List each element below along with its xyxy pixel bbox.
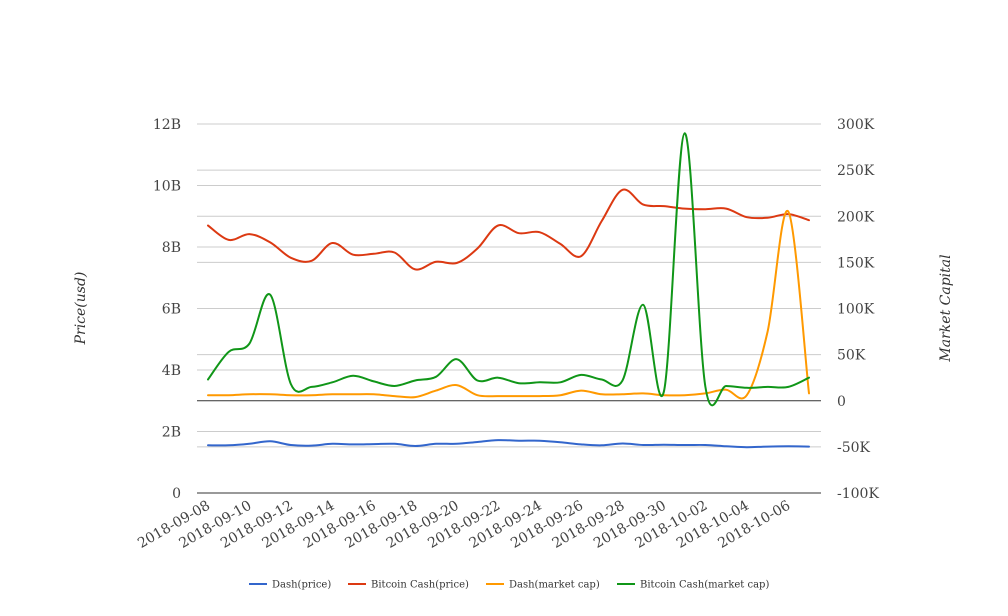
series-lines — [207, 132, 810, 449]
left-tick-label: 6B — [162, 302, 181, 318]
left-axis-title: Price(usd) — [73, 272, 89, 346]
legend-label: Dash(market cap) — [509, 580, 600, 591]
right-axis-ticks: -100K -50K 0 50K 100K 150K 200K 250K 300K — [837, 117, 879, 502]
right-tick-label: 300K — [837, 117, 875, 133]
gridlines — [197, 123, 821, 494]
left-tick-label: 10B — [153, 179, 181, 195]
left-axis-ticks: 0 2B 4B 6B 8B 10B 12B — [153, 117, 181, 502]
right-tick-label: 250K — [837, 163, 875, 179]
right-tick-label: 200K — [837, 209, 875, 225]
series-line-bitcoin-cash-market-cap — [207, 132, 810, 407]
left-tick-label: 2B — [162, 425, 181, 441]
right-tick-label: 0 — [837, 394, 846, 410]
legend-label: Bitcoin Cash(price) — [371, 580, 469, 591]
left-tick-label: 8B — [162, 240, 181, 256]
right-tick-label: -100K — [837, 486, 879, 502]
legend-label: Bitcoin Cash(market cap) — [640, 580, 769, 591]
right-axis-title: Market Capital — [938, 254, 954, 362]
series-line-dash-market-cap — [207, 210, 810, 400]
series-line-bitcoin-cash-price — [207, 188, 810, 271]
right-tick-label: -50K — [837, 440, 871, 456]
right-tick-label: 100K — [837, 302, 875, 318]
left-tick-label: 12B — [153, 117, 181, 133]
legend: Dash(price) Bitcoin Cash(price) Dash(marke… — [249, 580, 769, 591]
series-line-dash-price — [207, 439, 810, 449]
legend-label: Dash(price) — [272, 580, 331, 591]
left-tick-label: 4B — [162, 363, 181, 379]
right-tick-label: 150K — [837, 255, 875, 271]
x-axis-ticks: 2018-09-082018-09-102018-09-122018-09-14… — [135, 498, 793, 552]
left-tick-label: 0 — [172, 486, 181, 502]
right-tick-label: 50K — [837, 348, 866, 364]
